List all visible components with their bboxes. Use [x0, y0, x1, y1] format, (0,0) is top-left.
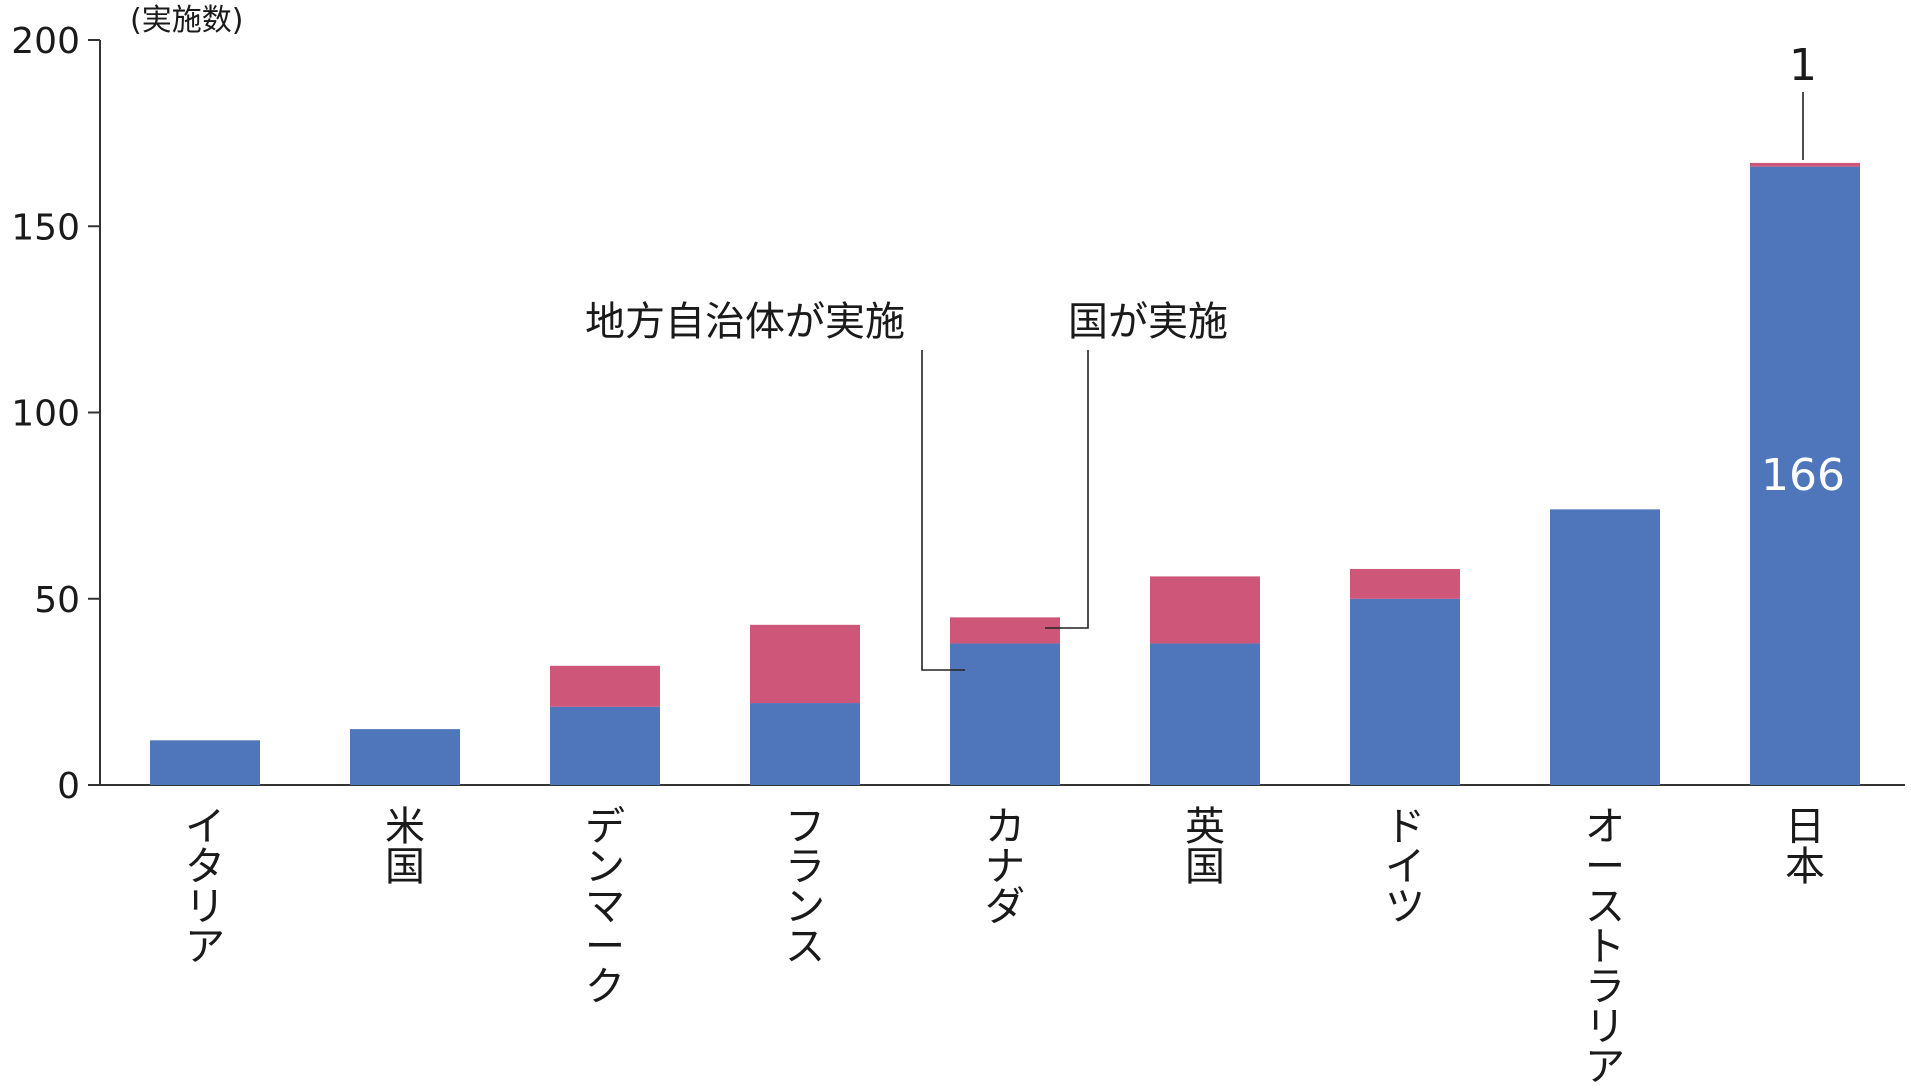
y-axis-unit-label: (実施数): [130, 3, 243, 38]
bar-local-segment: [750, 703, 860, 785]
category-label-char: デ: [585, 804, 625, 850]
y-ticks: 0 50 100 150 200: [11, 21, 100, 807]
category-label-char: ナ: [985, 844, 1025, 890]
category-label-char: ー: [1585, 844, 1625, 890]
bar-national-segment: [1750, 162, 1860, 167]
category-label: カナダ: [985, 804, 1025, 930]
bar-local-segment: [350, 729, 460, 785]
category-label-char: ド: [1385, 804, 1425, 850]
bar-national-segment: [950, 617, 1060, 644]
y-tick-label: 200: [11, 21, 80, 62]
category-label: フランス: [785, 804, 825, 970]
data-label-japan-national: 1: [1789, 40, 1817, 91]
category-label: 米国: [385, 804, 425, 890]
bar-national-segment: [1350, 568, 1460, 599]
category-label-char: ツ: [1385, 884, 1425, 930]
category-label-char: 英: [1185, 804, 1225, 850]
leader-line-local: [921, 350, 965, 671]
category-label: イタリア: [185, 804, 225, 970]
category-label-char: ア: [185, 924, 225, 970]
category-label-char: ク: [585, 964, 625, 1010]
y-tick-label: 0: [57, 766, 80, 807]
bar-local-segment: [950, 643, 1060, 785]
category-label-char: カ: [985, 804, 1025, 850]
category-label-char: ス: [1585, 884, 1625, 930]
category-label-char: ー: [585, 924, 625, 970]
category-label-char: リ: [1585, 1004, 1625, 1050]
y-tick-label: 50: [34, 580, 80, 621]
category-label-char: ラ: [785, 844, 825, 890]
bar-local-segment: [1350, 598, 1460, 785]
category-label-char: ト: [1585, 924, 1625, 970]
y-tick-label: 150: [11, 207, 80, 248]
category-label-char: フ: [785, 804, 825, 850]
y-tick-label: 100: [11, 394, 80, 435]
legend-callout-local: 地方自治体が実施: [585, 299, 905, 345]
category-label: 英国: [1185, 804, 1225, 890]
category-label-char: ス: [785, 924, 825, 970]
bar-local-segment: [1150, 643, 1260, 785]
bars: [150, 162, 1860, 785]
data-label-japan-local: 166: [1761, 450, 1845, 501]
bar-national-segment: [1150, 576, 1260, 644]
category-label-char: タ: [185, 844, 225, 890]
leader-line-national: [1045, 350, 1089, 629]
category-label-char: イ: [185, 804, 225, 850]
bar-national-segment: [550, 665, 660, 707]
category-label-char: 日: [1785, 804, 1825, 850]
category-label-char: ラ: [1585, 964, 1625, 1010]
category-label-char: 国: [1185, 844, 1225, 890]
category-label: デンマーク: [585, 804, 625, 1010]
category-label-char: 国: [385, 844, 425, 890]
category-label: ドイツ: [1385, 804, 1425, 930]
category-label-char: ア: [1585, 1044, 1625, 1088]
bar-local-segment: [550, 706, 660, 785]
bar-national-segment: [750, 624, 860, 704]
category-label-char: ン: [585, 844, 625, 890]
bar-local-segment: [1550, 509, 1660, 785]
bar-local-segment: [1750, 166, 1860, 785]
category-label-char: オ: [1585, 804, 1625, 850]
category-label-char: イ: [1385, 844, 1425, 890]
category-label: オーストラリア: [1585, 804, 1625, 1088]
category-label-char: リ: [185, 884, 225, 930]
category-label-char: 本: [1785, 844, 1825, 890]
category-label: 日本: [1785, 804, 1825, 890]
legend-callout-national: 国が実施: [1068, 299, 1228, 345]
bar-local-segment: [150, 740, 260, 785]
category-label-char: ダ: [985, 884, 1025, 930]
category-label-char: 米: [385, 804, 425, 850]
category-label-char: マ: [585, 884, 625, 930]
category-label-char: ン: [785, 884, 825, 930]
